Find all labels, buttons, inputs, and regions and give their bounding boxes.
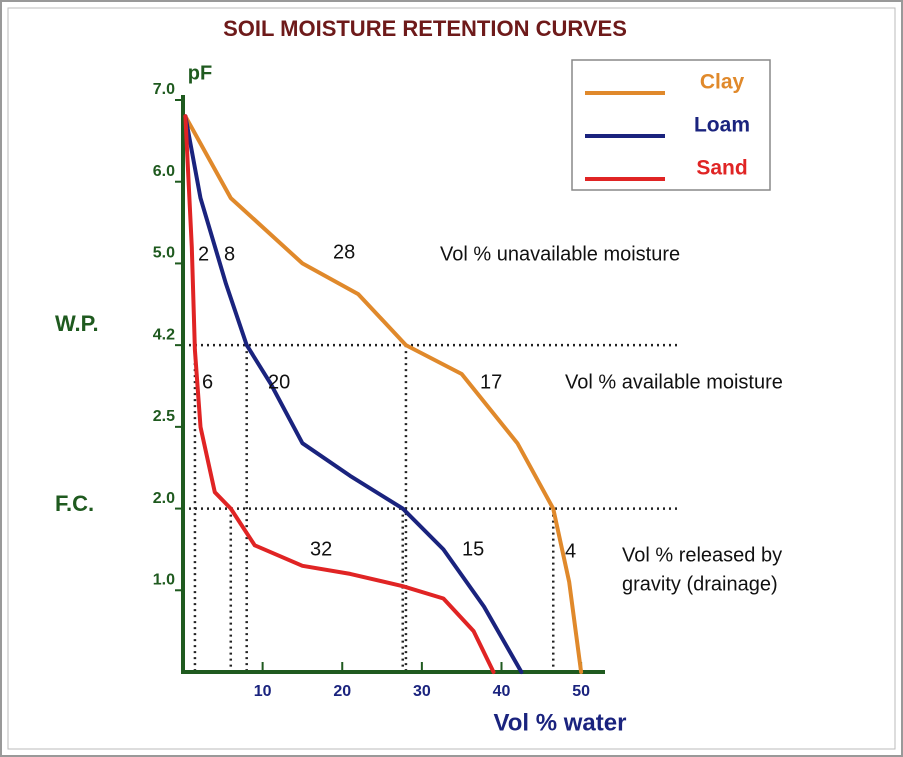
annotation: 20 — [268, 371, 290, 393]
annotation: 15 — [462, 538, 484, 560]
y-tick-label: 1.0 — [153, 572, 175, 589]
annotation: Vol % available moisture — [565, 371, 783, 393]
series-line — [183, 114, 584, 674]
x-tick-label: 50 — [572, 683, 590, 700]
series-line — [183, 114, 524, 674]
annotation: 2 — [198, 243, 209, 265]
annotation: 6 — [202, 371, 213, 393]
y-tick-label: 4.2 — [153, 326, 175, 343]
y-tick-label: 5.0 — [153, 245, 175, 262]
y-tick-label: 2.5 — [153, 408, 175, 425]
x-axis-label: Vol % water — [494, 709, 627, 736]
x-tick-label: 40 — [493, 683, 511, 700]
chart-title: SOIL MOISTURE RETENTION CURVES — [223, 16, 627, 41]
annotation: 17 — [480, 371, 502, 393]
y-axis-label: pF — [188, 62, 212, 84]
annotation: gravity (drainage) — [622, 573, 778, 595]
annotation: W.P. — [55, 311, 99, 336]
inner-frame — [7, 7, 896, 750]
legend-label: Loam — [694, 114, 750, 137]
series-line — [183, 114, 496, 674]
y-tick-label: 7.0 — [153, 81, 175, 98]
legend-label: Sand — [696, 157, 747, 180]
x-tick-label: 20 — [333, 683, 351, 700]
x-tick-label: 10 — [254, 683, 272, 700]
annotation: 4 — [565, 540, 576, 562]
annotation: 32 — [310, 538, 332, 560]
annotation: 28 — [333, 241, 355, 263]
x-tick-label: 30 — [413, 683, 431, 700]
annotation: F.C. — [55, 491, 94, 516]
annotation: Vol % unavailable moisture — [440, 243, 680, 265]
legend-box — [571, 59, 771, 191]
annotation: 8 — [224, 243, 235, 265]
y-tick-label: 2.0 — [153, 490, 175, 507]
y-tick-label: 6.0 — [153, 163, 175, 180]
annotation: Vol % released by — [622, 544, 782, 566]
legend-label: Clay — [700, 71, 745, 94]
